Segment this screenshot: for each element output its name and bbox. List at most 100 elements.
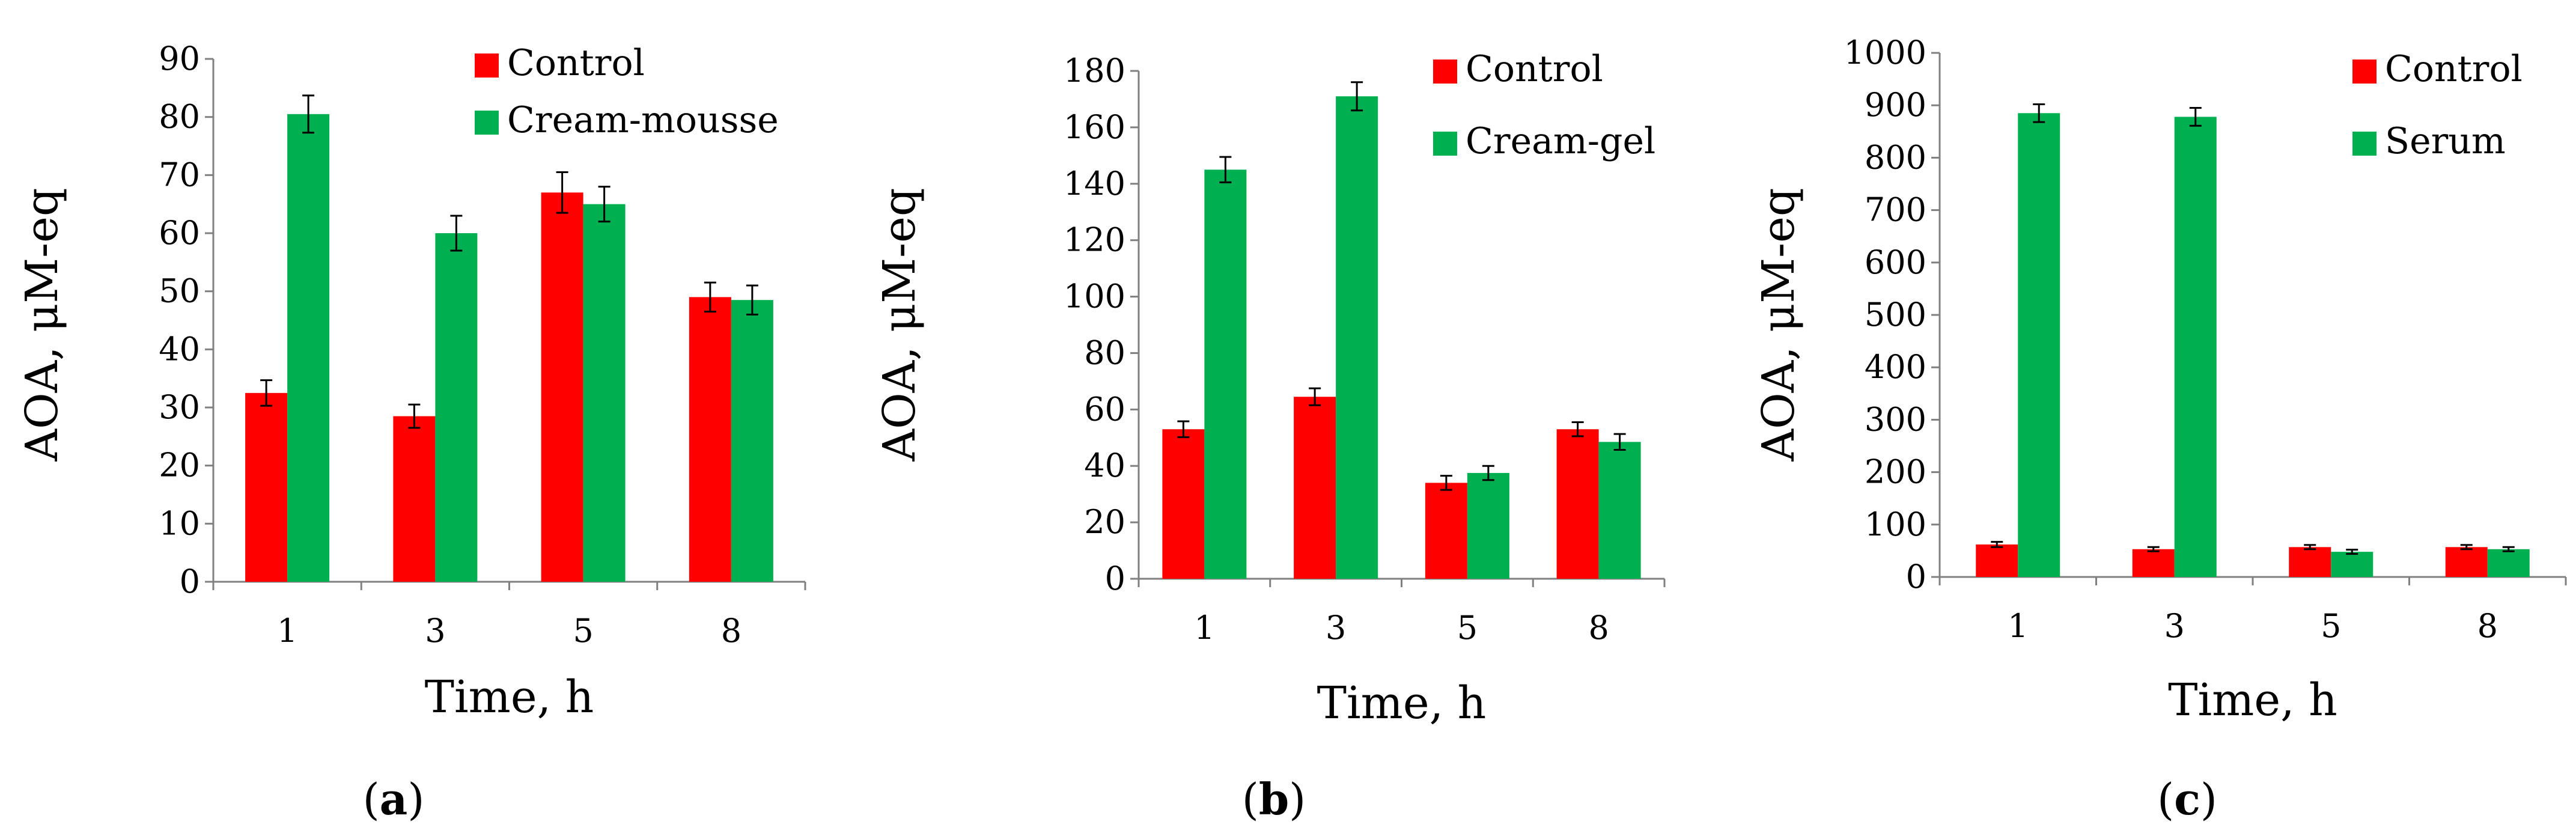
bar-control-3h bbox=[1294, 397, 1336, 579]
panel-label: (a) bbox=[363, 773, 425, 825]
y-tick-label: 500 bbox=[1865, 296, 1926, 334]
bar-cream-gel-5h bbox=[1467, 472, 1509, 579]
error-bar bbox=[2304, 544, 2316, 551]
y-axis-label: AOA, μM-eq bbox=[874, 188, 925, 462]
legend-label: Serum bbox=[2385, 120, 2506, 162]
error-bar bbox=[1177, 420, 1190, 438]
y-tick-label: 10 bbox=[159, 504, 200, 542]
y-tick-label: 100 bbox=[1865, 505, 1926, 543]
error-bar bbox=[556, 171, 568, 214]
bar-cream-mousse-1h bbox=[287, 114, 330, 582]
x-tick-label: 3 bbox=[425, 612, 445, 650]
y-tick-label: 200 bbox=[1865, 453, 1926, 491]
bar-control-5h bbox=[2289, 547, 2331, 577]
error-bar bbox=[2460, 544, 2473, 551]
bar-control-8h bbox=[689, 297, 731, 582]
error-bar bbox=[1613, 433, 1626, 451]
legend-label: Control bbox=[2385, 48, 2523, 90]
x-tick-label: 8 bbox=[1588, 609, 1609, 647]
bar-serum-1h bbox=[2018, 113, 2060, 577]
y-tick-label: 30 bbox=[159, 388, 200, 426]
error-bar bbox=[260, 379, 273, 407]
error-bar bbox=[450, 215, 463, 252]
y-tick-label: 160 bbox=[1064, 108, 1125, 146]
y-tick-label: 60 bbox=[159, 214, 200, 252]
panel-label: (c) bbox=[2157, 773, 2217, 825]
x-axis-label: Time, h bbox=[425, 671, 594, 723]
y-tick-label: 60 bbox=[1084, 390, 1125, 428]
legend-label: Control bbox=[1466, 48, 1603, 90]
y-tick-label: 0 bbox=[1906, 558, 1926, 596]
bar-control-1h bbox=[1976, 544, 2018, 577]
bar-control-5h bbox=[541, 192, 583, 582]
bar-control-5h bbox=[1425, 483, 1467, 579]
error-bar bbox=[746, 284, 758, 316]
legend-swatch-cream-mousse bbox=[475, 111, 499, 135]
x-tick-label: 8 bbox=[721, 612, 741, 650]
error-bar bbox=[704, 281, 716, 313]
y-tick-label: 400 bbox=[1865, 348, 1926, 386]
x-tick-label: 1 bbox=[1194, 609, 1214, 647]
bar-control-8h bbox=[1556, 429, 1599, 579]
bar-control-3h bbox=[393, 416, 436, 582]
y-tick-label: 0 bbox=[180, 563, 200, 600]
legend-label: Cream-gel bbox=[1466, 120, 1655, 162]
bar-cream-gel-8h bbox=[1598, 442, 1641, 579]
bar-serum-5h bbox=[2331, 552, 2374, 577]
y-tick-label: 0 bbox=[1105, 560, 1125, 597]
error-bar bbox=[302, 94, 315, 134]
error-bar bbox=[1440, 475, 1452, 491]
y-tick-label: 120 bbox=[1064, 221, 1125, 259]
error-bar bbox=[1309, 387, 1321, 406]
x-tick-label: 3 bbox=[2164, 607, 2185, 645]
error-bar bbox=[1482, 465, 1494, 481]
panel-letter: b bbox=[1259, 773, 1289, 825]
panel-letter: c bbox=[2174, 773, 2200, 825]
chart-panel-c: 0 100 200 300 400 500 600 700 800 900 1000 1 3 5 8 Cont… bbox=[1753, 34, 2567, 825]
x-axis-label: Time, h bbox=[1317, 677, 1487, 729]
y-tick-label: 180 bbox=[1064, 52, 1125, 90]
legend-swatch-control bbox=[2352, 59, 2377, 84]
y-tick-label: 800 bbox=[1865, 138, 1926, 176]
y-tick-label: 140 bbox=[1064, 165, 1125, 203]
bar-cream-gel-1h bbox=[1204, 169, 1247, 579]
bar-cream-gel-3h bbox=[1336, 96, 1378, 579]
x-axis-label: Time, h bbox=[2168, 674, 2337, 726]
bar-serum-3h bbox=[2174, 117, 2217, 577]
y-tick-label: 40 bbox=[159, 330, 200, 368]
legend-swatch-cream-gel bbox=[1433, 132, 1457, 156]
legend-swatch-serum bbox=[2352, 132, 2377, 156]
error-bar bbox=[2147, 546, 2160, 552]
chart-panel-b: 0 20 40 60 80 100 120 140 160 180 1 3 5 8 Control Cream… bbox=[874, 48, 1666, 825]
y-tick-label: 90 bbox=[159, 40, 200, 78]
legend-label: Control bbox=[507, 42, 645, 84]
x-tick-label: 3 bbox=[1326, 609, 1346, 647]
bar-control-3h bbox=[2132, 549, 2175, 577]
legend-swatch-control bbox=[1433, 59, 1457, 84]
y-tick-label: 20 bbox=[1084, 503, 1125, 541]
bar-cream-mousse-8h bbox=[731, 300, 773, 582]
y-tick-label: 70 bbox=[159, 156, 200, 194]
y-tick-label: 50 bbox=[159, 272, 200, 310]
error-bar bbox=[2189, 107, 2202, 127]
x-tick-label: 1 bbox=[2008, 607, 2028, 645]
y-tick-label: 1000 bbox=[1844, 34, 1926, 72]
legend-label: Cream-mousse bbox=[507, 99, 779, 141]
error-bar bbox=[1991, 541, 2003, 548]
y-tick-label: 80 bbox=[159, 98, 200, 136]
x-tick-label: 5 bbox=[1457, 609, 1478, 647]
bar-control-1h bbox=[1162, 429, 1205, 579]
error-bar bbox=[408, 403, 421, 429]
panel-letter: a bbox=[380, 773, 408, 825]
y-tick-label: 900 bbox=[1865, 86, 1926, 124]
error-bar bbox=[1571, 421, 1584, 438]
error-bar bbox=[2033, 103, 2045, 123]
x-tick-label: 1 bbox=[277, 612, 297, 650]
legend-swatch-control bbox=[475, 53, 499, 78]
y-axis-label: AOA, μM-eq bbox=[1753, 188, 1804, 462]
error-bar bbox=[2502, 546, 2515, 552]
x-tick-label: 5 bbox=[2321, 607, 2341, 645]
panel-label: (b) bbox=[1242, 773, 1306, 825]
chart-panel-a: 0 10 20 30 40 50 60 70 80 90 1 3 5 8 Control Cream-mous… bbox=[16, 40, 806, 825]
